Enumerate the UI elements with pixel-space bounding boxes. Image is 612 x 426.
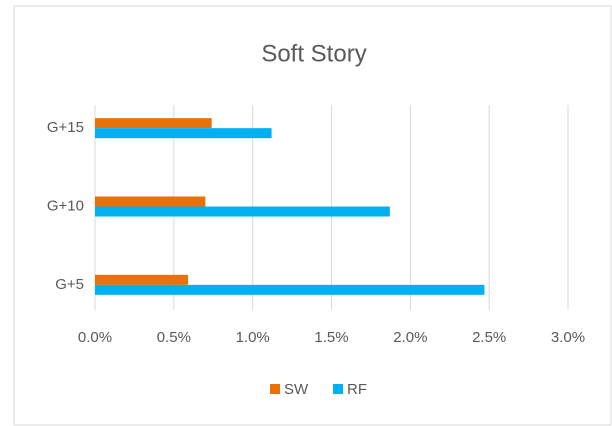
bar — [95, 274, 189, 285]
bar — [95, 284, 485, 295]
legend-label: SW — [284, 381, 309, 398]
bar — [95, 206, 390, 217]
x-tick-label: 2.5% — [472, 329, 506, 346]
x-tick-label: 2.0% — [393, 329, 427, 346]
bar — [95, 118, 212, 129]
chart-title: Soft Story — [261, 40, 366, 67]
legend-swatch — [270, 384, 280, 394]
x-tick-label: 1.5% — [314, 329, 348, 346]
legend-label: RF — [347, 381, 367, 398]
x-tick-label: 1.0% — [236, 329, 270, 346]
y-tick-label: G+5 — [55, 276, 84, 293]
x-tick-label: 0.5% — [157, 329, 191, 346]
bar — [95, 128, 272, 139]
x-tick-label: 3.0% — [551, 329, 585, 346]
legend-swatch — [333, 384, 343, 394]
y-tick-label: G+10 — [47, 197, 84, 214]
x-tick-label: 0.0% — [78, 329, 112, 346]
bar — [95, 196, 206, 207]
y-tick-label: G+15 — [47, 119, 84, 136]
